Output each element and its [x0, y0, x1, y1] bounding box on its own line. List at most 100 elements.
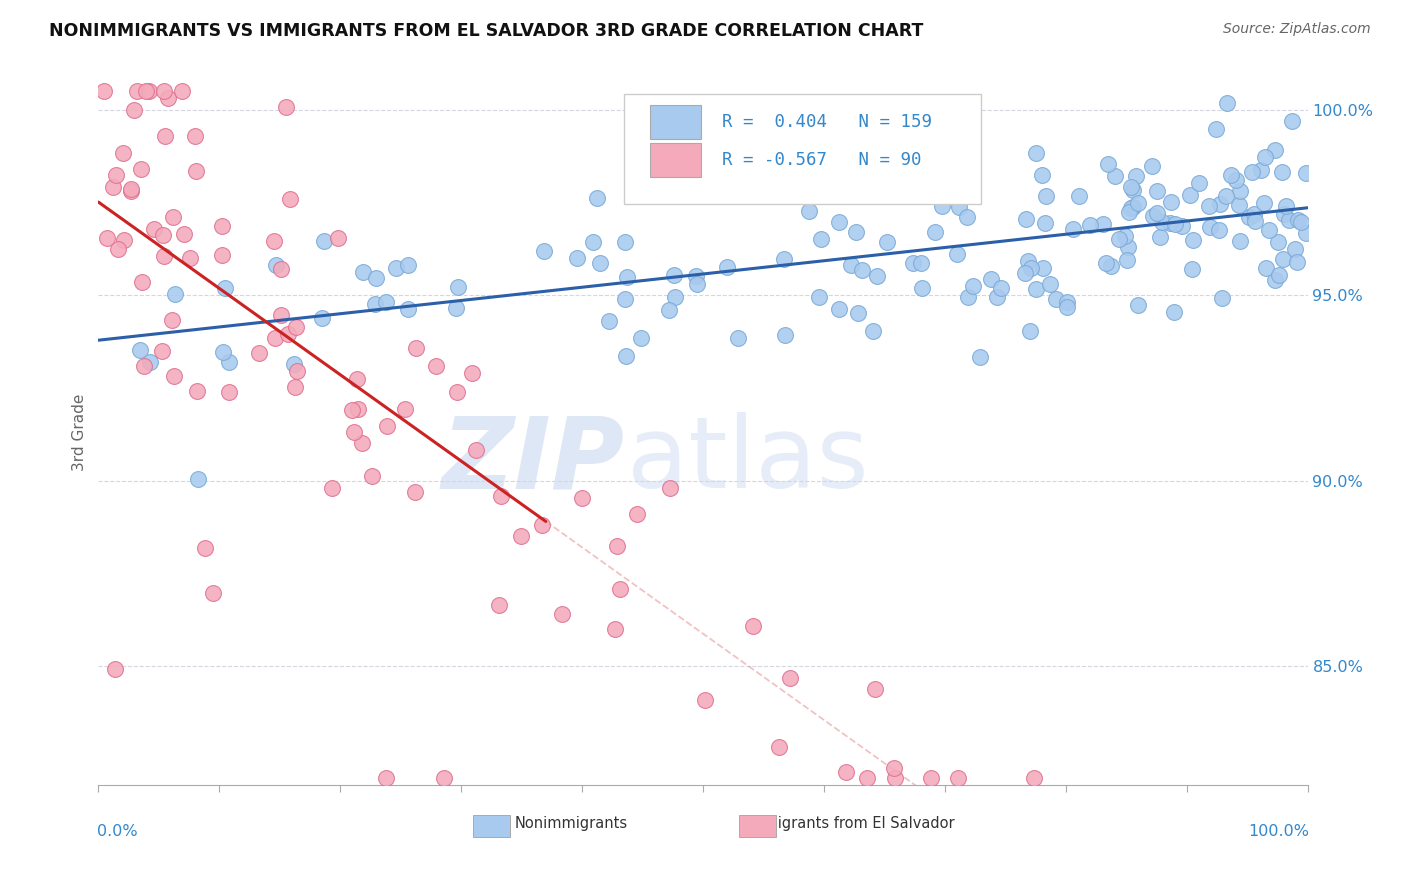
Point [211, 219, 233, 234]
Point [433, 771, 456, 785]
FancyBboxPatch shape [624, 95, 981, 203]
Point [120, 181, 142, 195]
Point [1181, 261, 1204, 276]
Point [609, 582, 631, 596]
Point [266, 258, 288, 272]
Point [270, 308, 292, 322]
Point [153, 84, 176, 98]
Y-axis label: 3rd Grade: 3rd Grade [72, 394, 87, 471]
Point [101, 179, 124, 194]
Point [1270, 165, 1292, 179]
Point [139, 355, 162, 369]
Point [924, 226, 946, 240]
Point [361, 468, 384, 483]
Point [1295, 165, 1317, 179]
Point [287, 364, 309, 378]
Point [533, 244, 555, 259]
Point [685, 268, 707, 283]
Point [375, 418, 398, 433]
Point [350, 436, 373, 450]
Point [1017, 254, 1039, 268]
Point [613, 235, 636, 249]
Point [394, 402, 416, 417]
Point [153, 128, 176, 143]
Point [1056, 301, 1078, 315]
Point [1267, 235, 1289, 249]
Point [1229, 234, 1251, 248]
Point [1014, 211, 1036, 226]
Point [1025, 282, 1047, 296]
Point [347, 402, 370, 417]
Point [425, 359, 447, 374]
Point [920, 771, 942, 785]
Point [969, 350, 991, 364]
Point [312, 234, 335, 248]
Point [1032, 260, 1054, 275]
Point [444, 301, 467, 315]
Point [658, 481, 681, 495]
Point [716, 260, 738, 275]
Point [211, 344, 233, 359]
Point [138, 84, 160, 98]
Point [834, 765, 856, 780]
Point [1243, 207, 1265, 221]
Point [111, 146, 134, 161]
Point [1116, 240, 1139, 254]
Point [862, 324, 884, 338]
Point [598, 314, 620, 328]
Point [980, 271, 1002, 285]
Point [96, 230, 118, 244]
Point [946, 246, 969, 260]
Point [865, 268, 887, 283]
Point [1114, 228, 1136, 243]
Point [630, 331, 652, 345]
Point [779, 671, 801, 685]
Point [1219, 169, 1241, 183]
Point [488, 599, 510, 613]
Point [1254, 150, 1277, 164]
Point [1150, 215, 1173, 229]
Point [1209, 197, 1232, 211]
Text: R = -0.567   N = 90: R = -0.567 N = 90 [723, 151, 922, 169]
Point [160, 313, 183, 327]
Point [1067, 189, 1090, 203]
Text: NONIMMIGRANTS VS IMMIGRANTS FROM EL SALVADOR 3RD GRADE CORRELATION CHART: NONIMMIGRANTS VS IMMIGRANTS FROM EL SALV… [49, 22, 924, 40]
Point [163, 368, 186, 383]
Point [396, 302, 419, 317]
Point [903, 256, 925, 270]
Point [405, 341, 427, 355]
Point [277, 326, 299, 341]
Point [321, 481, 343, 495]
Point [1205, 122, 1227, 136]
Point [194, 541, 217, 555]
Point [1039, 277, 1062, 292]
Point [1198, 199, 1220, 213]
Point [1128, 298, 1150, 312]
Point [396, 259, 419, 273]
Text: 100.0%: 100.0% [1247, 823, 1309, 838]
Point [910, 256, 932, 270]
Point [1062, 222, 1084, 236]
Point [131, 276, 153, 290]
Point [571, 491, 593, 505]
Point [807, 290, 830, 304]
Point [565, 251, 588, 265]
Point [1253, 196, 1275, 211]
Point [284, 380, 307, 394]
Point [856, 771, 879, 785]
Point [1278, 213, 1301, 227]
Point [606, 539, 628, 553]
Point [1208, 222, 1230, 236]
Point [120, 184, 142, 198]
Point [156, 91, 179, 105]
Point [1146, 206, 1168, 220]
Point [1160, 195, 1182, 210]
Point [1142, 209, 1164, 223]
Point [658, 303, 681, 318]
Point [586, 191, 609, 205]
Point [582, 235, 605, 249]
Point [1159, 216, 1181, 230]
Point [1284, 242, 1306, 256]
Point [93, 84, 115, 98]
Point [844, 150, 866, 164]
